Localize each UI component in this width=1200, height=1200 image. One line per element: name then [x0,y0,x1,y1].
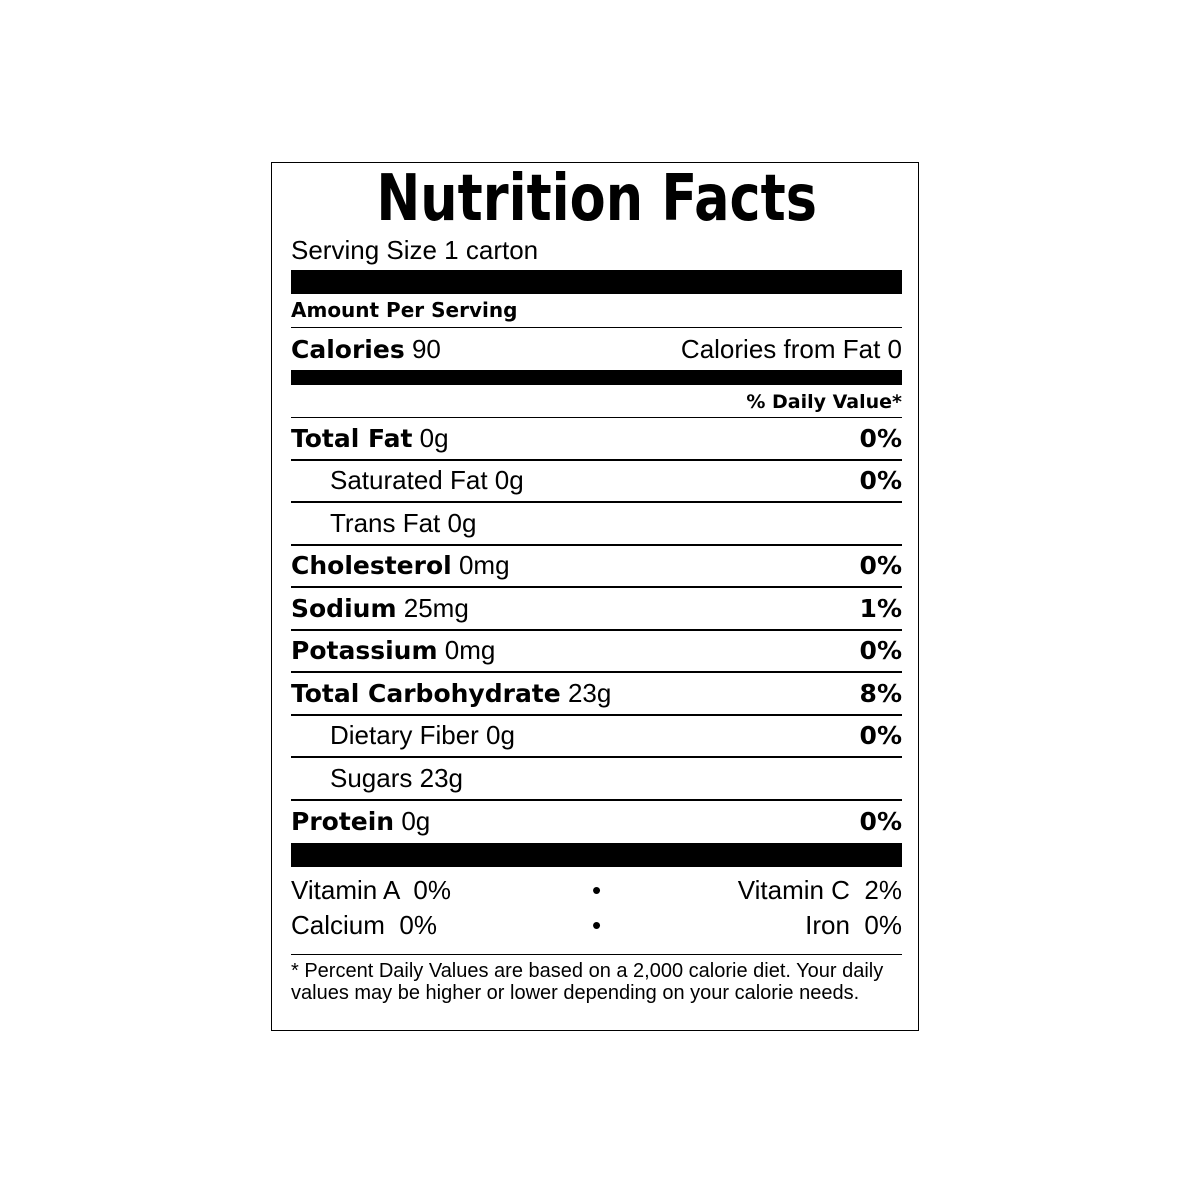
nutrient-amount: 23g [567,677,612,708]
nutrient-row-total-carbohydrate: Total Carbohydrate 23g 8% [291,673,902,716]
calories-label: Calories [291,334,405,364]
nutrient-dv: 0% [859,721,902,751]
nutrient-dv: 0% [859,551,902,581]
bullet-separator: • [591,875,602,905]
nutrient-label: Sodium [291,593,397,623]
nutrient-dv: 1% [859,593,902,623]
nutrient-dv: 0% [859,466,902,496]
divider-thick [291,270,902,294]
nutrient-dv: 0% [859,807,902,837]
iron: Iron 0% [805,910,902,940]
nutrient-row-potassium: Potassium 0mg 0% [291,631,902,673]
nutrient-label: Potassium [291,636,438,666]
divider-medium [291,370,902,385]
nutrient-amount: 0g [401,806,431,837]
nutrient-row-cholesterol: Cholesterol 0mg 0% [291,546,902,588]
nutrient-amount: 0mg [444,635,496,666]
vitamin-row: Vitamin A 0% • Vitamin C 2% [291,873,902,908]
nutrient-row-sodium: Sodium 25mg 1% [291,588,902,631]
calories-row: Calories 90 Calories from Fat 0 [291,328,902,370]
nutrient-amount: 0mg [458,550,510,581]
title-text: Nutrition Facts [376,162,817,236]
amount-per-serving: Amount Per Serving [291,294,902,328]
nutrient-label: Dietary Fiber 0g [330,720,515,751]
nutrient-label: Sugars 23g [330,762,463,793]
nutrient-amount: 25mg [403,592,469,623]
calories-from-fat: Calories from Fat 0 [680,333,902,364]
nutrient-dv: 0% [859,423,902,453]
vitamin-row: Calcium 0% • Iron 0% [291,908,902,943]
nutrient-label: Total Fat [291,423,413,453]
daily-value-header: % Daily Value* [291,385,902,418]
nutrient-dv: 8% [859,678,902,708]
nutrient-label: Trans Fat 0g [330,507,477,538]
nutrient-label: Protein [291,807,395,837]
nutrient-row-trans-fat: Trans Fat 0g [291,503,902,546]
nutrition-facts-label: Nutrition Facts Serving Size 1 carton Am… [271,162,919,1031]
bullet-separator: • [591,910,602,940]
nutrient-label: Total Carbohydrate [291,678,561,708]
nutrient-label: Cholesterol [291,551,452,581]
footnote: * Percent Daily Values are based on a 2,… [291,960,884,1004]
vitamin-c: Vitamin C 2% [737,875,902,905]
serving-size: Serving Size 1 carton [291,235,539,265]
nutrient-dv: 0% [859,636,902,666]
label-title: Nutrition Facts [291,163,902,235]
nutrient-row-sugars: Sugars 23g [291,758,902,801]
vitamins-section: Vitamin A 0% • Vitamin C 2% Calcium 0% • Iro… [291,867,902,955]
calcium: Calcium 0% [291,910,437,940]
nutrient-label: Saturated Fat 0g [330,465,524,496]
nutrient-row-dietary-fiber: Dietary Fiber 0g 0% [291,716,902,758]
nutrient-row-total-fat: Total Fat 0g 0% [291,418,902,461]
nutrient-row-saturated-fat: Saturated Fat 0g 0% [291,461,902,503]
calories-value: 90 [411,333,441,364]
divider-thick [291,843,902,867]
nutrient-amount: 0g [419,422,449,453]
nutrient-row-protein: Protein 0g 0% [291,801,902,844]
vitamin-a: Vitamin A 0% [291,875,451,905]
